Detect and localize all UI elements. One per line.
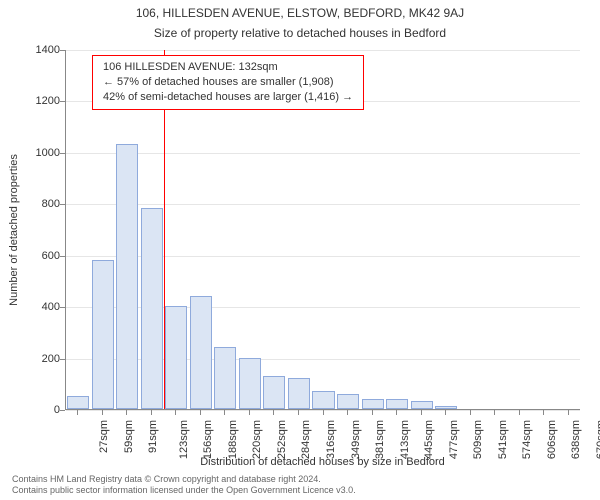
legend-line-1: 106 HILLESDEN AVENUE: 132sqm bbox=[103, 60, 353, 75]
y-tick-mark bbox=[60, 256, 65, 257]
bar bbox=[214, 347, 236, 409]
y-tick-mark bbox=[60, 359, 65, 360]
bar bbox=[116, 144, 138, 409]
x-tick-label: 349sqm bbox=[350, 420, 362, 459]
x-tick-label: 27sqm bbox=[98, 420, 110, 453]
y-tick-mark bbox=[60, 204, 65, 205]
x-tick-label: 477sqm bbox=[448, 420, 460, 459]
bar bbox=[411, 401, 433, 409]
y-tick-label: 0 bbox=[5, 404, 60, 416]
x-tick-label: 670sqm bbox=[595, 420, 600, 459]
bar bbox=[312, 391, 334, 409]
bar bbox=[337, 394, 359, 409]
x-tick-label: 574sqm bbox=[521, 420, 533, 459]
x-tick-mark bbox=[298, 410, 299, 415]
x-tick-mark bbox=[323, 410, 324, 415]
x-tick-label: 541sqm bbox=[497, 420, 509, 459]
x-tick-mark bbox=[568, 410, 569, 415]
x-tick-mark bbox=[102, 410, 103, 415]
x-tick-mark bbox=[151, 410, 152, 415]
x-tick-mark bbox=[249, 410, 250, 415]
grid-line bbox=[66, 204, 580, 205]
x-tick-label: 606sqm bbox=[546, 420, 558, 459]
y-tick-label: 800 bbox=[5, 198, 60, 210]
y-tick-label: 1200 bbox=[5, 95, 60, 107]
x-tick-label: 59sqm bbox=[123, 420, 135, 453]
bar bbox=[67, 396, 89, 409]
x-tick-label: 284sqm bbox=[301, 420, 313, 459]
legend-box: 106 HILLESDEN AVENUE: 132sqm ← 57% of de… bbox=[92, 55, 364, 110]
bar bbox=[190, 296, 212, 409]
chart-title: 106, HILLESDEN AVENUE, ELSTOW, BEDFORD, … bbox=[0, 6, 600, 20]
x-tick-mark bbox=[519, 410, 520, 415]
grid-line bbox=[66, 153, 580, 154]
x-tick-mark bbox=[445, 410, 446, 415]
x-tick-label: 445sqm bbox=[423, 420, 435, 459]
x-tick-mark bbox=[126, 410, 127, 415]
x-tick-label: 91sqm bbox=[147, 420, 159, 453]
x-tick-mark bbox=[224, 410, 225, 415]
x-tick-label: 316sqm bbox=[325, 420, 337, 459]
legend-line-2: ← 57% of detached houses are smaller (1,… bbox=[103, 75, 353, 90]
x-tick-mark bbox=[175, 410, 176, 415]
y-tick-label: 600 bbox=[5, 250, 60, 262]
x-tick-label: 220sqm bbox=[252, 420, 264, 459]
bar bbox=[92, 260, 114, 409]
x-tick-label: 252sqm bbox=[276, 420, 288, 459]
y-tick-mark bbox=[60, 101, 65, 102]
x-tick-mark bbox=[543, 410, 544, 415]
x-tick-label: 638sqm bbox=[570, 420, 582, 459]
bar bbox=[386, 399, 408, 409]
bar bbox=[141, 208, 163, 409]
x-tick-label: 509sqm bbox=[472, 420, 484, 459]
y-axis-label: Number of detached properties bbox=[8, 154, 20, 306]
bar bbox=[288, 378, 310, 409]
footer-attribution: Contains HM Land Registry data © Crown c… bbox=[12, 474, 356, 496]
x-tick-mark bbox=[396, 410, 397, 415]
y-tick-mark bbox=[60, 410, 65, 411]
footer-line-2: Contains public sector information licen… bbox=[12, 485, 356, 496]
x-tick-mark bbox=[347, 410, 348, 415]
bar bbox=[435, 406, 457, 409]
y-tick-mark bbox=[60, 307, 65, 308]
x-tick-mark bbox=[273, 410, 274, 415]
y-tick-label: 1000 bbox=[5, 147, 60, 159]
x-tick-mark bbox=[494, 410, 495, 415]
bar bbox=[239, 358, 261, 409]
x-tick-label: 381sqm bbox=[374, 420, 386, 459]
chart-subtitle: Size of property relative to detached ho… bbox=[0, 26, 600, 40]
legend-line-3: 42% of semi-detached houses are larger (… bbox=[103, 90, 353, 105]
y-tick-label: 1400 bbox=[5, 44, 60, 56]
y-tick-mark bbox=[60, 153, 65, 154]
x-tick-mark bbox=[200, 410, 201, 415]
chart-container: { "title": { "line1": "106, HILLESDEN AV… bbox=[0, 0, 600, 500]
x-tick-mark bbox=[77, 410, 78, 415]
x-tick-mark bbox=[470, 410, 471, 415]
x-tick-label: 156sqm bbox=[202, 420, 214, 459]
x-tick-mark bbox=[372, 410, 373, 415]
x-tick-mark bbox=[421, 410, 422, 415]
bar bbox=[263, 376, 285, 409]
footer-line-1: Contains HM Land Registry data © Crown c… bbox=[12, 474, 356, 485]
x-tick-label: 123sqm bbox=[178, 420, 190, 459]
y-tick-label: 400 bbox=[5, 301, 60, 313]
x-tick-label: 188sqm bbox=[227, 420, 239, 459]
y-tick-label: 200 bbox=[5, 353, 60, 365]
x-tick-label: 413sqm bbox=[399, 420, 411, 459]
grid-line bbox=[66, 50, 580, 51]
bar bbox=[165, 306, 187, 409]
bar bbox=[362, 399, 384, 409]
y-tick-mark bbox=[60, 50, 65, 51]
